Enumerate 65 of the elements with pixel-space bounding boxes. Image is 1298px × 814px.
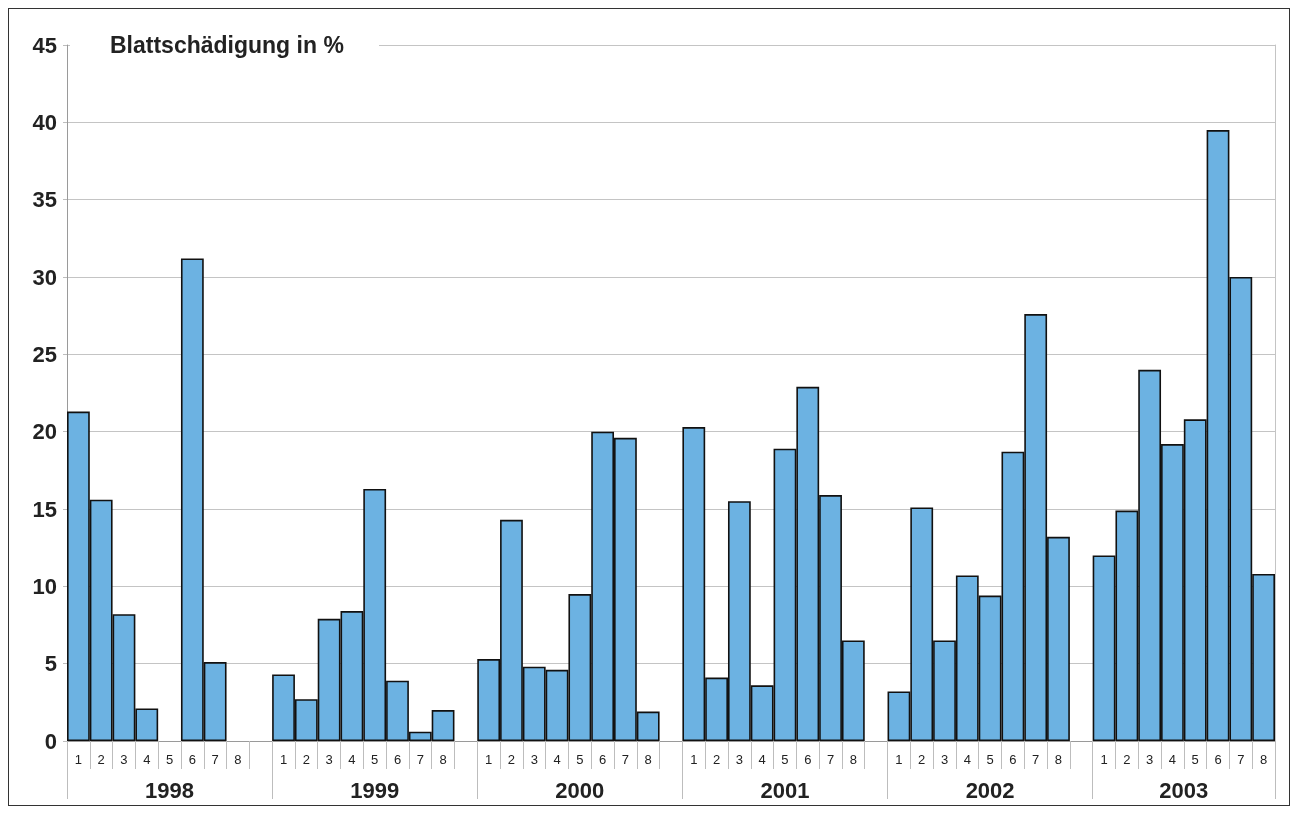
x-tick-label: 8 (1054, 752, 1063, 767)
y-tick-label: 40 (32, 109, 57, 135)
y-tick-label: 35 (32, 187, 57, 213)
x-tick-label: 4 (758, 752, 766, 767)
x-tick-label: 7 (1237, 752, 1245, 767)
text: 1999 (350, 777, 400, 803)
x-tick-label: 8 (1259, 752, 1268, 767)
x-tick-label: 5 (1191, 752, 1199, 767)
text: 2003 (1159, 777, 1209, 803)
x-tick-label: 3 (120, 752, 128, 767)
y-tick-label: 20 (32, 419, 57, 445)
x-tick-label: 7 (416, 752, 424, 767)
x-tick-label: 2 (1123, 752, 1131, 767)
x-tick-label: 8 (234, 752, 242, 767)
x-tick-label: 8 (439, 752, 447, 767)
x-tick-label: 3 (735, 752, 743, 767)
text: 1998 (145, 777, 195, 803)
x-tick-label: 5 (986, 752, 994, 767)
x-tick-label: 6 (393, 752, 402, 767)
x-tick-label: 7 (211, 752, 219, 767)
text: 2001 (760, 777, 810, 803)
x-tick-label: 1 (690, 752, 698, 767)
text: 2002 (965, 777, 1015, 803)
y-tick-label: 15 (32, 496, 57, 522)
x-tick-label: 3 (325, 752, 333, 767)
x-tick-label: 1 (485, 752, 493, 767)
x-tick-label: 6 (599, 752, 607, 767)
x-tick-label: 2 (507, 752, 516, 767)
x-tick-label: 6 (1009, 752, 1017, 767)
x-tick-label: 6 (804, 752, 812, 767)
chart-title: Blattschädigung in % (110, 32, 344, 58)
x-tick-label: 2 (97, 752, 105, 767)
x-tick-label: 6 (1214, 752, 1222, 767)
x-tick-label: 1 (895, 752, 903, 767)
x-tick-label: 1 (1100, 752, 1108, 767)
y-tick-label: 30 (32, 264, 57, 290)
x-tick-label: 5 (781, 752, 789, 767)
x-tick-label: 4 (553, 752, 561, 767)
y-tick-label: 10 (32, 573, 57, 599)
x-tick-label: 3 (1146, 752, 1154, 767)
x-tick-label: 4 (963, 752, 971, 767)
x-tick-label: 2 (302, 752, 310, 767)
x-tick-label: 7 (1032, 752, 1040, 767)
x-tick-label: 5 (165, 752, 174, 767)
x-tick-label: 5 (576, 752, 584, 767)
y-tick-label: 45 (32, 32, 57, 58)
x-tick-label: 4 (348, 752, 356, 767)
x-tick-label: 2 (918, 752, 926, 767)
x-tick-label: 1 (279, 752, 288, 767)
x-tick-label: 6 (188, 752, 196, 767)
x-tick-label: 4 (1168, 752, 1177, 767)
x-tick-label: 3 (530, 752, 538, 767)
text: 2000 (555, 777, 605, 803)
x-tick-label: 8 (644, 752, 652, 767)
y-tick-label: 25 (32, 341, 57, 367)
y-tick-label: 5 (44, 651, 57, 677)
x-tick-label: 7 (621, 752, 630, 767)
x-tick-label: 7 (826, 752, 835, 767)
x-tick-label: 8 (849, 752, 857, 767)
x-tick-label: 2 (712, 752, 721, 767)
x-tick-label: 3 (940, 752, 949, 767)
y-tick-label: 0 (44, 728, 57, 754)
x-tick-label: 5 (371, 752, 379, 767)
x-tick-label: 4 (143, 752, 151, 767)
x-tick-label: 1 (74, 752, 83, 767)
